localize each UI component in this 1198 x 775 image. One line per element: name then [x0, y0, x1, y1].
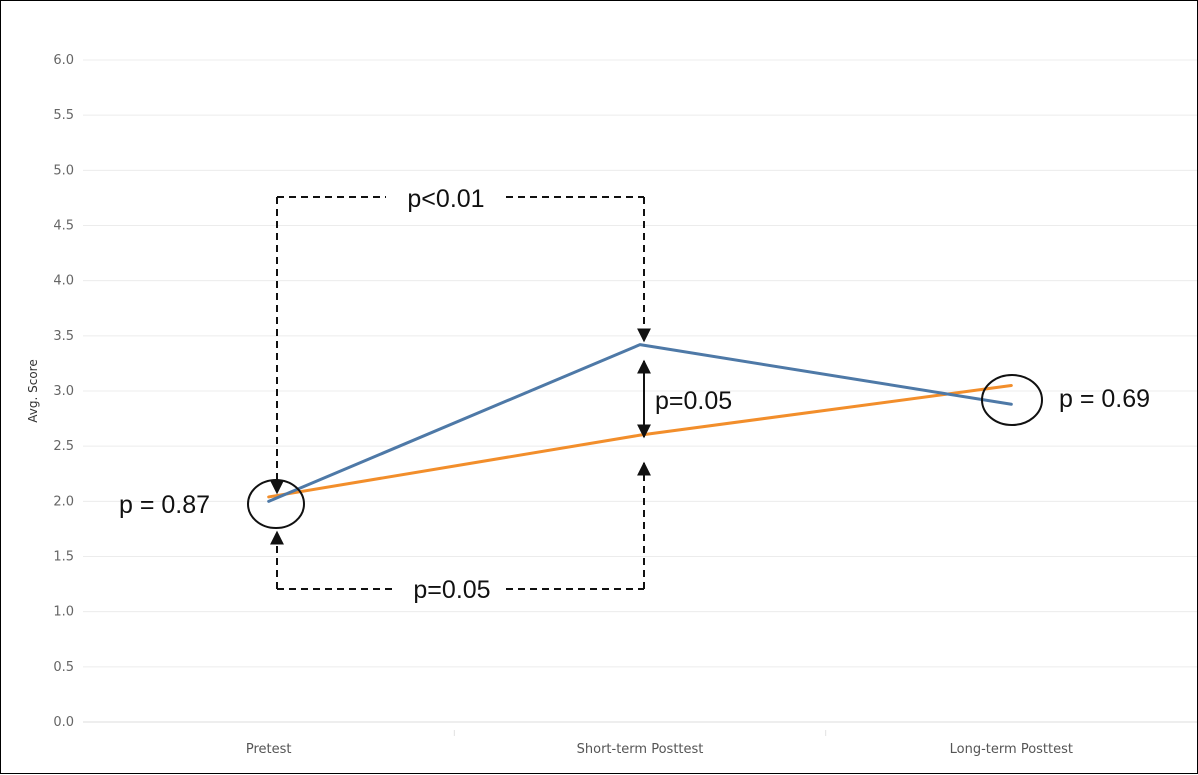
circle-longterm	[981, 374, 1043, 426]
annotation-p-pretest: p = 0.87	[119, 491, 210, 519]
y-tick-label: 0.5	[53, 660, 74, 675]
annotation-p-short: p=0.05	[655, 387, 732, 415]
circle-pretest	[247, 479, 305, 529]
x-tick-label: Long-term Posttest	[950, 742, 1073, 757]
bracket-lower	[270, 461, 651, 590]
bracket-upper	[270, 196, 651, 495]
series-line-1	[267, 343, 1013, 503]
x-tick-label: Pretest	[246, 742, 292, 757]
series-lines	[267, 343, 1013, 503]
y-tick-label: 0.0	[53, 715, 74, 730]
y-tick-label: 1.5	[53, 550, 74, 565]
gridlines	[83, 59, 1197, 723]
y-axis-label: Avg. Score	[26, 359, 40, 422]
y-tick-label: 1.0	[53, 605, 74, 620]
y-tick-label: 3.0	[53, 384, 74, 399]
x-axis-ticks: Pretest Short-term Posttest Long-term Post…	[246, 730, 1073, 757]
y-tick-label: 6.0	[53, 53, 74, 68]
x-tick-label: Short-term Posttest	[577, 742, 704, 757]
annotation-p-upper: p<0.01	[407, 185, 484, 213]
annotation-p-lower: p=0.05	[413, 576, 490, 604]
y-tick-label: 5.5	[53, 108, 74, 123]
y-tick-label: 2.0	[53, 494, 74, 509]
annotation-p-longterm: p = 0.69	[1059, 385, 1150, 413]
y-tick-label: 5.0	[53, 163, 74, 178]
y-tick-label: 3.5	[53, 329, 74, 344]
y-tick-label: 2.5	[53, 439, 74, 454]
y-tick-label: 4.5	[53, 219, 74, 234]
y-tick-label: 4.0	[53, 274, 74, 289]
series-line-2	[267, 383, 1013, 499]
y-axis-ticks: 0.0 0.5 1.0 1.5 2.0 2.5 3.0 3.5 4.0 4.5 5.0 5.5 6.0	[53, 53, 74, 730]
